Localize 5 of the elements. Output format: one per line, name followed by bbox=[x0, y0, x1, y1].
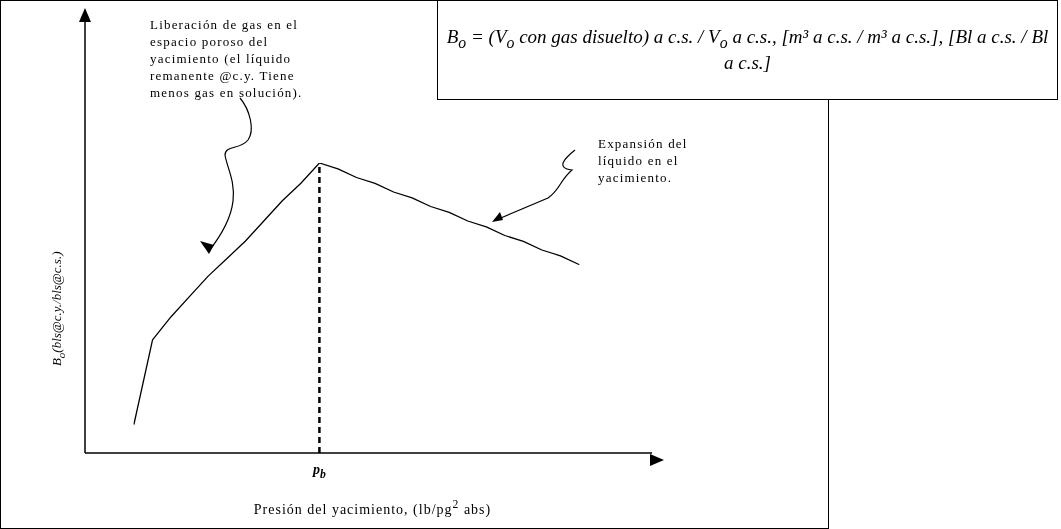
text: Expansión del líquido en el yacimiento. bbox=[598, 135, 689, 186]
text: p$_{b}$ bbox=[312, 462, 326, 481]
text: Liberación de gas en el espacio poroso del yacimiento (el líquido remanente @c.y. Tiene menos gas en solución). bbox=[150, 16, 304, 101]
text: B$_{o}$ = (V$_{o}$ con gas disuelto) a c.s. / V$_{o}$ a c.s., [m³ a c.s. / m³ a c.s.], [Bl a c.s. / Bl a c.s.] bbox=[445, 26, 1050, 74]
x-axis-title: Presión del yacimiento, (lb/pg$^{2}$ abs) bbox=[252, 498, 493, 518]
